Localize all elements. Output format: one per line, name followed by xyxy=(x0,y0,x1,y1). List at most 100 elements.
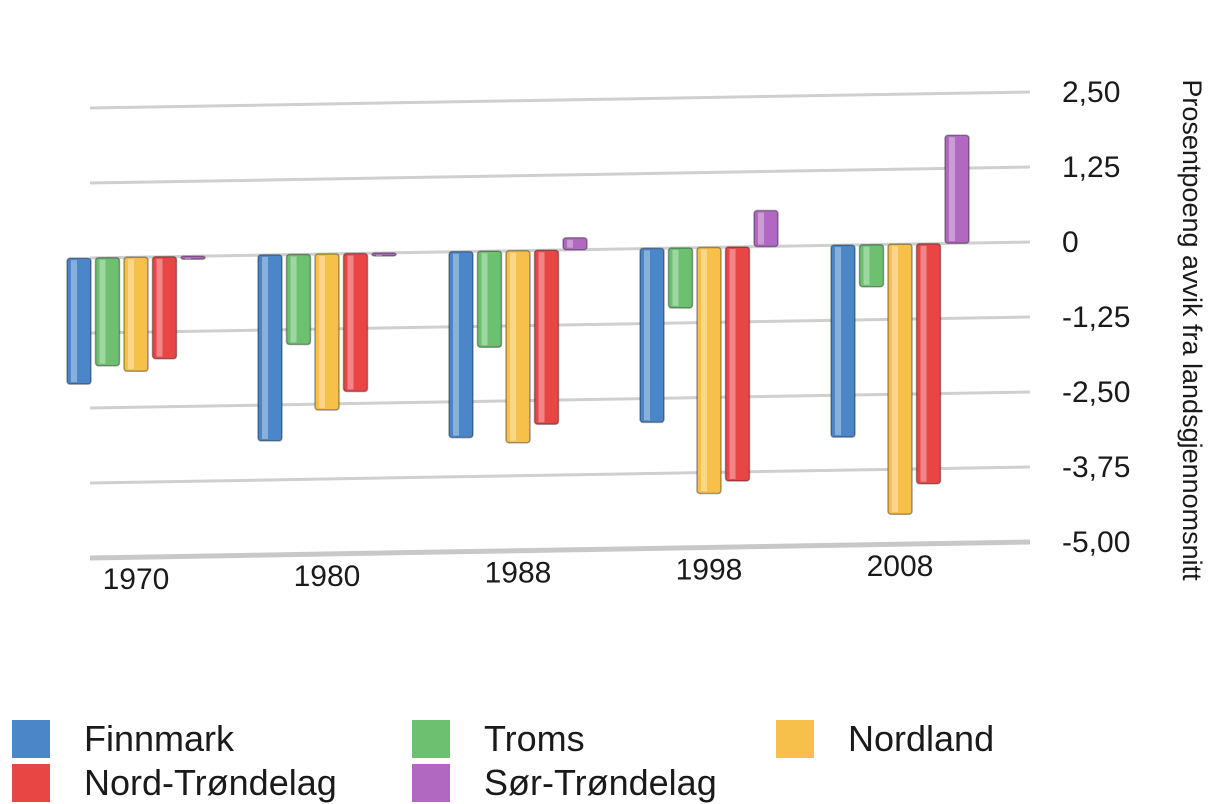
category-label-1970: 1970 xyxy=(103,563,170,596)
bar-highlight xyxy=(347,255,354,390)
y-tick-label: 1,25 xyxy=(1062,151,1120,184)
gridline xyxy=(89,465,1031,485)
bar-highlight xyxy=(949,137,955,242)
bar-highlight xyxy=(644,250,650,421)
bar-body xyxy=(667,247,694,309)
legend-label-sor-trondelag: Sør-Trøndelag xyxy=(484,762,717,803)
bar-body xyxy=(830,244,856,438)
bar-body xyxy=(944,134,970,244)
bar-body xyxy=(753,209,779,248)
y-tick-label: -5,00 xyxy=(1062,526,1130,559)
bar-highlight xyxy=(481,253,488,346)
y-tick-label: -1,25 xyxy=(1062,301,1130,334)
bar-body xyxy=(915,242,942,485)
bar-sor-trondelag-1988 xyxy=(562,236,588,251)
legend-swatch-nord-trondelag xyxy=(12,764,50,802)
gridline xyxy=(89,90,1031,110)
bar-body xyxy=(639,247,665,424)
legend-swatch-troms xyxy=(412,720,450,758)
bar-body xyxy=(476,250,503,348)
bar-highlight xyxy=(538,252,545,423)
legend-swatch-finnmark xyxy=(12,720,50,758)
y-tick-label: 2,50 xyxy=(1062,76,1120,109)
bar-highlight xyxy=(262,256,268,439)
bar-nordland-2008 xyxy=(887,243,913,515)
y-axis-label: Prosentpoeng avvik fra landsgjennomsnitt xyxy=(1177,79,1207,581)
bar-nord-trondelag-1970 xyxy=(151,255,178,360)
category-labels: 1970 1980 1988 1998 2008 xyxy=(103,550,934,596)
bars xyxy=(66,134,970,515)
category-label-1998: 1998 xyxy=(676,553,743,586)
bar-highlight xyxy=(290,256,297,343)
bar-highlight xyxy=(892,246,898,513)
bar-highlight xyxy=(510,252,516,441)
bar-body xyxy=(180,255,206,260)
bar-body xyxy=(533,249,560,425)
category-label-2008: 2008 xyxy=(867,550,934,583)
bar-body xyxy=(94,256,121,367)
bar-body xyxy=(448,250,474,439)
bar-body xyxy=(285,253,312,346)
bar-highlight xyxy=(99,259,106,364)
legend: Finnmark Troms Nordland Nord-Trøndelag S… xyxy=(0,706,1226,804)
gridlines xyxy=(89,90,1031,561)
bar-body xyxy=(858,243,885,288)
bar-sor-trondelag-1970 xyxy=(180,255,206,260)
bar-troms-1980 xyxy=(285,253,312,346)
bar-highlight xyxy=(758,212,764,245)
bar-body xyxy=(123,256,149,372)
bar-nord-trondelag-2008 xyxy=(915,242,942,485)
bar-highlight xyxy=(71,260,77,383)
bar-nordland-1988 xyxy=(505,249,531,444)
bar-nordland-1980 xyxy=(314,253,340,411)
bar-body xyxy=(696,246,722,495)
bar-body xyxy=(342,252,369,393)
bar-troms-1988 xyxy=(476,250,503,348)
bar-highlight xyxy=(863,246,870,285)
y-tick-label: 0 xyxy=(1062,226,1079,259)
legend-item-troms: Troms xyxy=(412,718,585,760)
bar-nordland-1998 xyxy=(696,246,722,495)
bar-highlight xyxy=(835,247,841,436)
bar-body xyxy=(371,252,397,257)
bar-finnmark-1988 xyxy=(448,250,474,439)
gridline xyxy=(89,539,1031,561)
legend-item-sor-trondelag: Sør-Trøndelag xyxy=(412,762,717,804)
bar-body xyxy=(257,254,283,442)
legend-swatch-sor-trondelag xyxy=(412,764,450,802)
bar-highlight xyxy=(567,239,573,248)
bar-highlight xyxy=(128,259,134,370)
bar-body xyxy=(505,249,531,444)
bar-highlight xyxy=(376,254,382,256)
legend-label-finnmark: Finnmark xyxy=(84,718,235,759)
bar-highlight xyxy=(920,245,927,482)
bar-finnmark-2008 xyxy=(830,244,856,438)
bar-body xyxy=(66,257,92,385)
bar-finnmark-1980 xyxy=(257,254,283,442)
legend-swatch-nordland xyxy=(776,720,814,758)
bar-body xyxy=(724,246,751,482)
gridline xyxy=(89,315,1031,335)
bar-highlight xyxy=(672,249,679,306)
bar-highlight xyxy=(185,258,191,260)
bar-finnmark-1998 xyxy=(639,247,665,424)
bar-sor-trondelag-1998 xyxy=(753,209,779,248)
category-label-1980: 1980 xyxy=(294,560,361,593)
y-tick-labels: 2,50 1,25 0 -1,25 -2,50 -3,75 -5,00 xyxy=(1062,76,1130,559)
bar-nord-trondelag-1998 xyxy=(724,246,751,482)
bar-highlight xyxy=(319,255,325,408)
bar-nordland-1970 xyxy=(123,256,149,372)
legend-label-troms: Troms xyxy=(484,718,585,759)
bar-sor-trondelag-2008 xyxy=(944,134,970,244)
bar-finnmark-1970 xyxy=(66,257,92,385)
legend-item-nordland: Nordland xyxy=(776,718,994,760)
bar-body xyxy=(151,255,178,360)
bar-body xyxy=(887,243,913,515)
bar-highlight xyxy=(729,248,736,479)
bar-chart: 2,501,250-1,25-2,50-3,75-5,00 1970 1980 19… xyxy=(66,76,1207,596)
bar-highlight xyxy=(453,253,459,436)
bar-troms-2008 xyxy=(858,243,885,288)
bar-highlight xyxy=(701,249,707,492)
bar-sor-trondelag-1980 xyxy=(371,252,397,257)
gridline xyxy=(89,165,1031,185)
